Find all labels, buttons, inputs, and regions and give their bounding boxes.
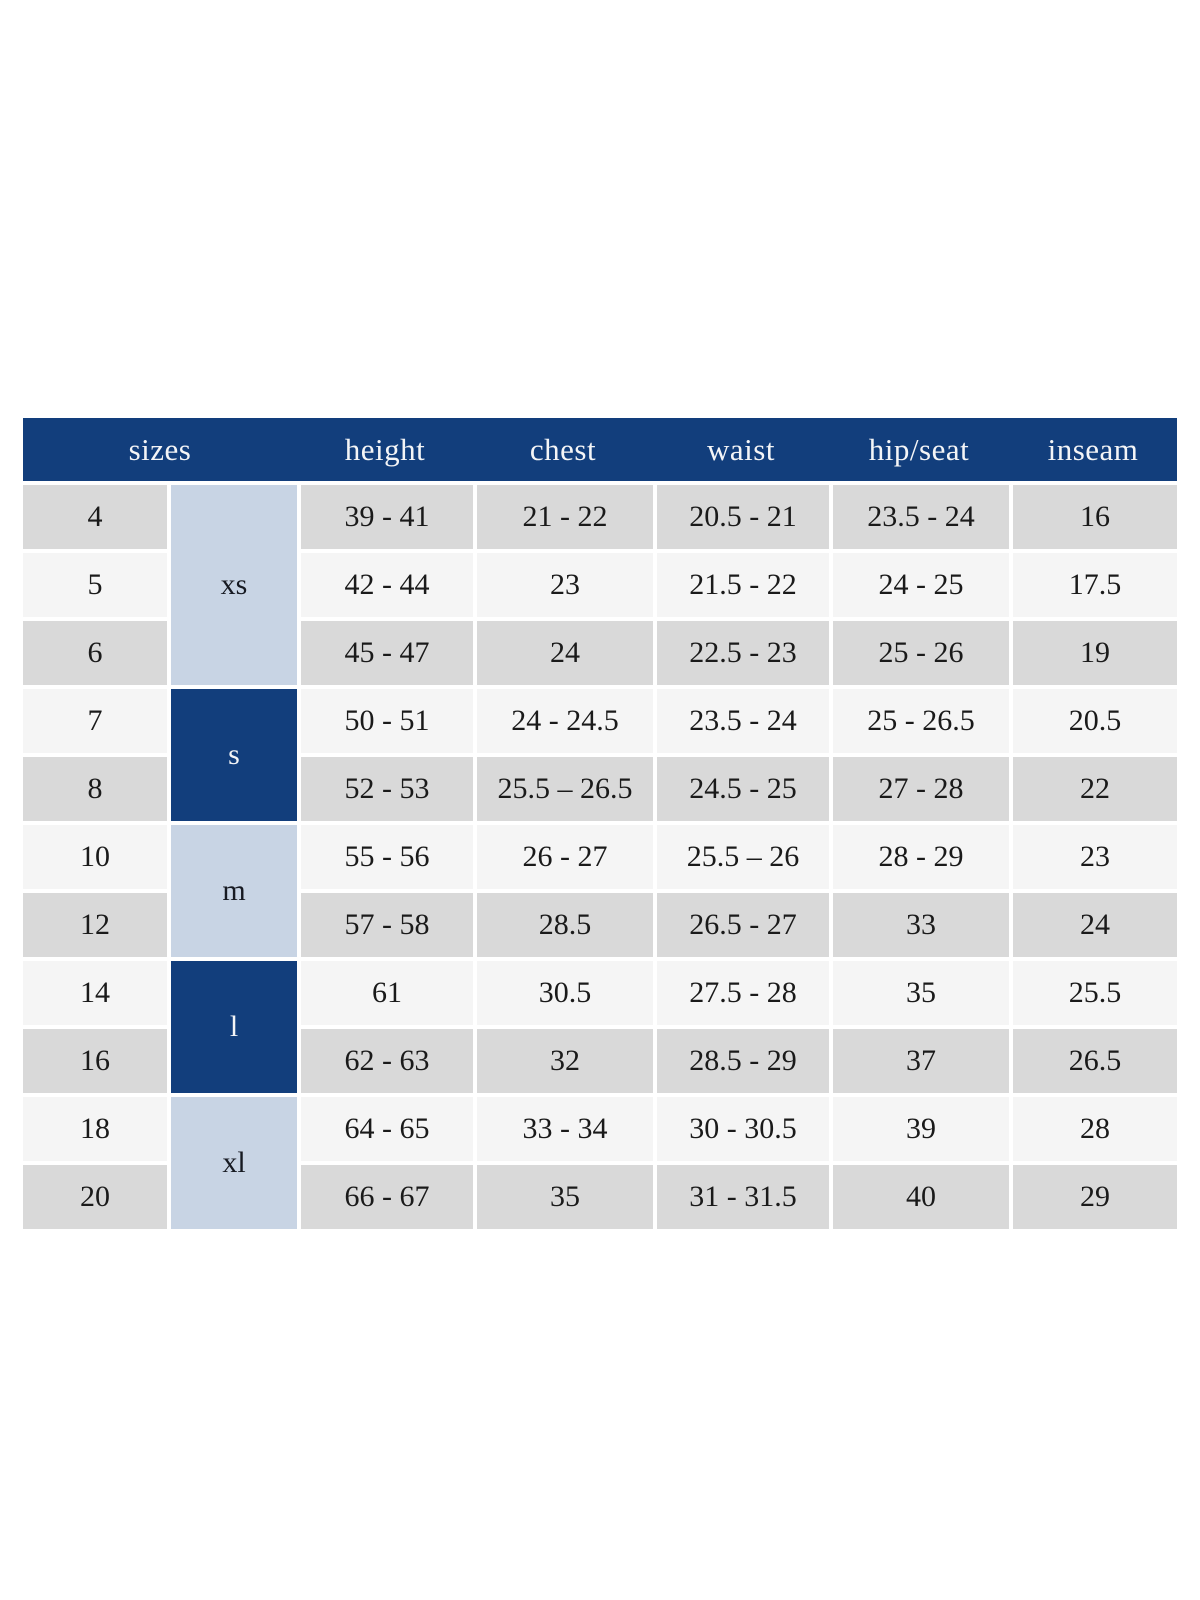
inseam-cell: 26.5	[1013, 1029, 1177, 1093]
waist-cell: 20.5 - 21	[657, 485, 829, 549]
inseam-cell: 20.5	[1013, 689, 1177, 753]
inseam-cell: 22	[1013, 757, 1177, 821]
chest-cell: 33 - 34	[477, 1097, 653, 1161]
waist-cell: 21.5 - 22	[657, 553, 829, 617]
size-cell: 20	[23, 1165, 167, 1229]
height-cell: 50 - 51	[301, 689, 473, 753]
size-cell: 8	[23, 757, 167, 821]
inseam-cell: 16	[1013, 485, 1177, 549]
inseam-cell: 23	[1013, 825, 1177, 889]
chest-cell: 24	[477, 621, 653, 685]
height-cell: 52 - 53	[301, 757, 473, 821]
waist-cell: 22.5 - 23	[657, 621, 829, 685]
group-cell-l: l	[171, 961, 297, 1093]
hip-seat-cell: 28 - 29	[833, 825, 1009, 889]
height-cell: 42 - 44	[301, 553, 473, 617]
size-cell: 5	[23, 553, 167, 617]
hip-seat-cell: 37	[833, 1029, 1009, 1093]
height-cell: 66 - 67	[301, 1165, 473, 1229]
hip-seat-cell: 27 - 28	[833, 757, 1009, 821]
height-cell: 45 - 47	[301, 621, 473, 685]
inseam-cell: 29	[1013, 1165, 1177, 1229]
chest-cell: 30.5	[477, 961, 653, 1025]
inseam-cell: 25.5	[1013, 961, 1177, 1025]
hip-seat-cell: 33	[833, 893, 1009, 957]
waist-cell: 27.5 - 28	[657, 961, 829, 1025]
waist-cell: 28.5 - 29	[657, 1029, 829, 1093]
group-cell-xl: xl	[171, 1097, 297, 1229]
size-cell: 12	[23, 893, 167, 957]
size-cell: 4	[23, 485, 167, 549]
size-table-body: xs s m l xl 4 39 - 41 21 - 22 20.5 - 21 23.5 - 24…	[23, 485, 1177, 1229]
header-inseam: inseam	[1047, 431, 1139, 467]
inseam-cell: 19	[1013, 621, 1177, 685]
waist-cell: 25.5 – 26	[657, 825, 829, 889]
height-cell: 61	[301, 961, 473, 1025]
inseam-cell: 28	[1013, 1097, 1177, 1161]
hip-seat-cell: 25 - 26	[833, 621, 1009, 685]
inseam-cell: 24	[1013, 893, 1177, 957]
waist-cell: 31 - 31.5	[657, 1165, 829, 1229]
chest-cell: 21 - 22	[477, 485, 653, 549]
waist-cell: 24.5 - 25	[657, 757, 829, 821]
hip-seat-cell: 24 - 25	[833, 553, 1009, 617]
size-cell: 18	[23, 1097, 167, 1161]
hip-seat-cell: 40	[833, 1165, 1009, 1229]
height-cell: 57 - 58	[301, 893, 473, 957]
chest-cell: 23	[477, 553, 653, 617]
header-height: height	[344, 431, 426, 467]
inseam-cell: 17.5	[1013, 553, 1177, 617]
hip-seat-cell: 39	[833, 1097, 1009, 1161]
size-cell: 7	[23, 689, 167, 753]
header-waist: waist	[707, 431, 775, 467]
size-table-header-row: sizes height chest waist hip/seat inseam	[23, 418, 1177, 481]
hip-seat-cell: 35	[833, 961, 1009, 1025]
waist-cell: 26.5 - 27	[657, 893, 829, 957]
size-cell: 16	[23, 1029, 167, 1093]
header-hip-seat: hip/seat	[868, 431, 970, 467]
height-cell: 62 - 63	[301, 1029, 473, 1093]
height-cell: 55 - 56	[301, 825, 473, 889]
header-chest: chest	[529, 431, 597, 467]
chest-cell: 25.5 – 26.5	[477, 757, 653, 821]
height-cell: 39 - 41	[301, 485, 473, 549]
hip-seat-cell: 23.5 - 24	[833, 485, 1009, 549]
height-cell: 64 - 65	[301, 1097, 473, 1161]
size-cell: 10	[23, 825, 167, 889]
chest-cell: 35	[477, 1165, 653, 1229]
group-cell-s: s	[171, 689, 297, 821]
size-cell: 14	[23, 961, 167, 1025]
chest-cell: 26 - 27	[477, 825, 653, 889]
size-cell: 6	[23, 621, 167, 685]
group-cell-xs: xs	[171, 485, 297, 685]
group-cell-m: m	[171, 825, 297, 957]
size-chart-table: sizes height chest waist hip/seat inseam…	[23, 418, 1177, 1229]
hip-seat-cell: 25 - 26.5	[833, 689, 1009, 753]
waist-cell: 30 - 30.5	[657, 1097, 829, 1161]
chest-cell: 24 - 24.5	[477, 689, 653, 753]
waist-cell: 23.5 - 24	[657, 689, 829, 753]
header-sizes: sizes	[128, 431, 192, 467]
chest-cell: 28.5	[477, 893, 653, 957]
chest-cell: 32	[477, 1029, 653, 1093]
